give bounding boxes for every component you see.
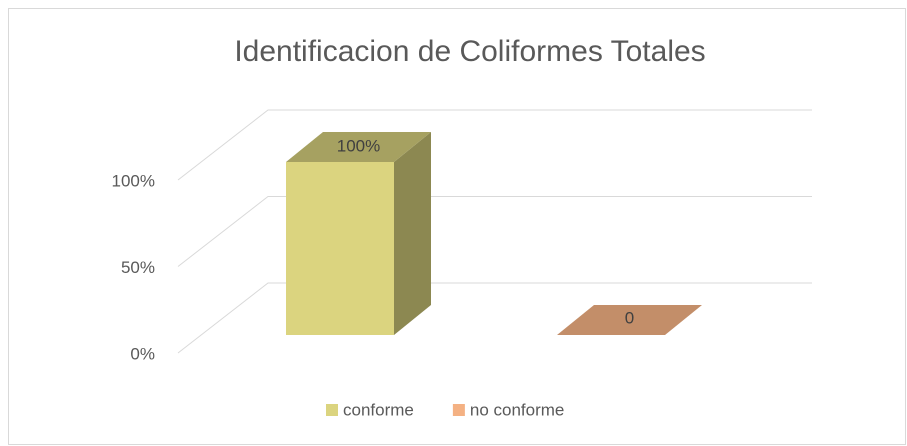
data-label: 100% <box>337 136 380 155</box>
grid-line <box>177 282 812 354</box>
legend-label: no conforme <box>470 400 565 419</box>
legend-swatch <box>326 404 338 416</box>
grid-line <box>177 196 812 267</box>
y-tick-label: 50% <box>121 258 155 277</box>
bar-side <box>394 132 431 335</box>
data-label: 0 <box>625 308 634 327</box>
grid-line <box>177 109 812 181</box>
bar-top <box>286 132 431 162</box>
chart-border <box>8 8 906 445</box>
bar-top <box>557 305 702 335</box>
chart-title: Identificacion de Coliformes Totales <box>234 35 705 68</box>
y-tick-label: 0% <box>130 344 155 363</box>
bar-front <box>286 162 394 335</box>
y-tick-label: 100% <box>112 171 155 190</box>
legend-label: conforme <box>343 400 414 419</box>
legend-swatch <box>452 404 465 416</box>
